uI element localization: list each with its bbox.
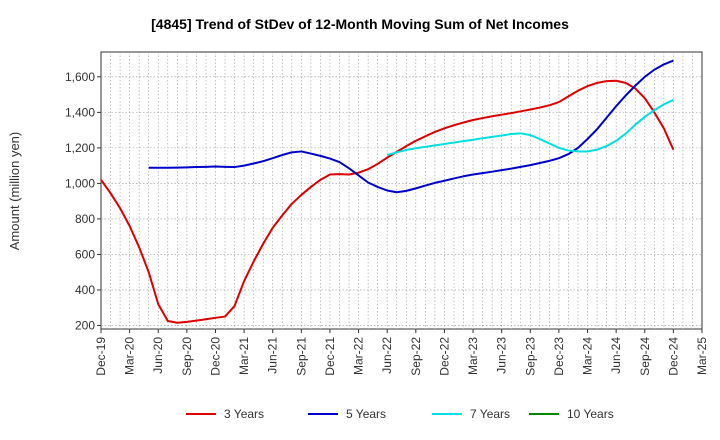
x-axis: Dec-19 Mar-20 Jun-20 Sep-20 Dec-20 Mar-21 Jun-… xyxy=(94,329,709,376)
y-tick-label: 1,600 xyxy=(65,70,95,84)
plot-frame xyxy=(100,51,703,330)
x-tick-label: Jun-24 xyxy=(609,337,623,374)
legend-label: 5 Years xyxy=(346,407,386,421)
chart-title: [4845] Trend of StDev of 12-Month Moving… xyxy=(151,16,569,32)
x-tick-label: Mar-23 xyxy=(466,337,480,375)
series-line-3-years xyxy=(100,79,675,324)
x-tick-label: Dec-23 xyxy=(552,337,566,376)
x-tick-label: Jun-23 xyxy=(495,337,509,374)
x-tick-label: Sep-20 xyxy=(180,337,194,376)
x-tick-label: Dec-21 xyxy=(323,337,337,376)
y-tick-label: 1,000 xyxy=(65,176,95,190)
y-tick-label: 200 xyxy=(75,318,95,332)
y-tick-label: 600 xyxy=(75,247,95,261)
series-line-5-years xyxy=(148,59,674,194)
x-tick-label: Mar-25 xyxy=(695,337,709,375)
legend-label: 3 Years xyxy=(224,407,264,421)
x-tick-label: Sep-23 xyxy=(523,337,537,376)
x-tick-label: Dec-20 xyxy=(208,337,222,376)
x-tick-label: Jun-22 xyxy=(380,337,394,374)
x-tick-label: Mar-24 xyxy=(581,337,595,375)
x-tick-label: Sep-24 xyxy=(638,337,652,376)
y-tick-label: 400 xyxy=(75,283,95,297)
x-tick-label: Mar-21 xyxy=(237,337,251,375)
series-line-7-years xyxy=(386,99,674,156)
legend: 3 Years 5 Years 7 Years 10 Years xyxy=(186,407,614,421)
x-tick-label: Dec-24 xyxy=(666,337,680,376)
x-tick-label: Dec-19 xyxy=(94,337,108,376)
y-axis-label: Amount (million yen) xyxy=(7,132,22,251)
y-tick-label: 1,200 xyxy=(65,141,95,155)
x-tick-label: Dec-22 xyxy=(437,337,451,376)
y-tick-label: 1,400 xyxy=(65,105,95,119)
x-tick-label: Mar-22 xyxy=(352,337,366,375)
grid xyxy=(101,52,702,329)
legend-label: 7 Years xyxy=(470,407,510,421)
series-lines xyxy=(100,59,675,324)
x-tick-label: Jun-20 xyxy=(151,337,165,374)
legend-label: 10 Years xyxy=(567,407,614,421)
x-tick-label: Sep-22 xyxy=(409,337,423,376)
x-tick-label: Mar-20 xyxy=(123,337,137,375)
x-tick-label: Sep-21 xyxy=(294,337,308,376)
x-tick-label: Jun-21 xyxy=(266,337,280,374)
y-tick-label: 800 xyxy=(75,212,95,226)
y-axis: 200 400 600 800 1,000 1,200 1,400 1,600 xyxy=(65,70,101,332)
